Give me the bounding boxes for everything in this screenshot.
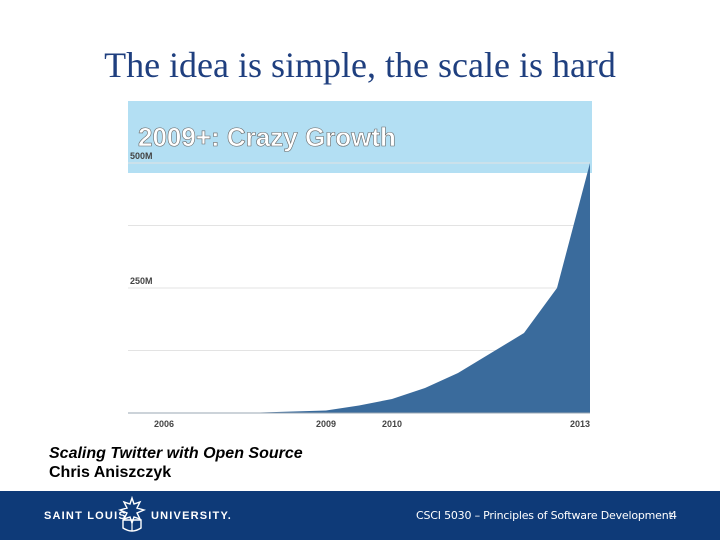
chart-title: 2009+: Crazy Growth [138,122,396,152]
growth-chart: 2009+: Crazy Growth 250M 500M 2006 2009 2010 2… [128,101,592,431]
university-name-right: UNIVERSITY. [151,510,233,522]
x-tick-label: 2010 [382,419,402,429]
y-tick-label: 250M [130,276,153,286]
caption-author: Chris Aniszczyk [49,464,172,481]
page-number: 4 [670,509,677,522]
university-crest-icon [118,496,146,532]
growth-area [128,163,590,413]
university-name-left: SAINT LOUIS [44,510,127,522]
x-tick-label: 2009 [316,419,336,429]
x-tick-label: 2013 [570,419,590,429]
y-tick-label: 500M [130,151,153,161]
course-title: CSCI 5030 – Principles of Software Devel… [416,509,673,522]
caption-title: Scaling Twitter with Open Source [49,445,303,462]
x-tick-label: 2006 [154,419,174,429]
footer-bar: SAINT LOUIS UNIVERSITY. CSCI 5030 – Prin… [0,491,720,540]
slide-caption: Scaling Twitter with Open Source Chris A… [49,444,303,482]
chart-svg: 2009+: Crazy Growth 250M 500M 2006 2009 2010 2… [128,101,592,431]
chart-title-band [128,101,592,173]
slide-title: The idea is simple, the scale is hard [104,45,616,85]
